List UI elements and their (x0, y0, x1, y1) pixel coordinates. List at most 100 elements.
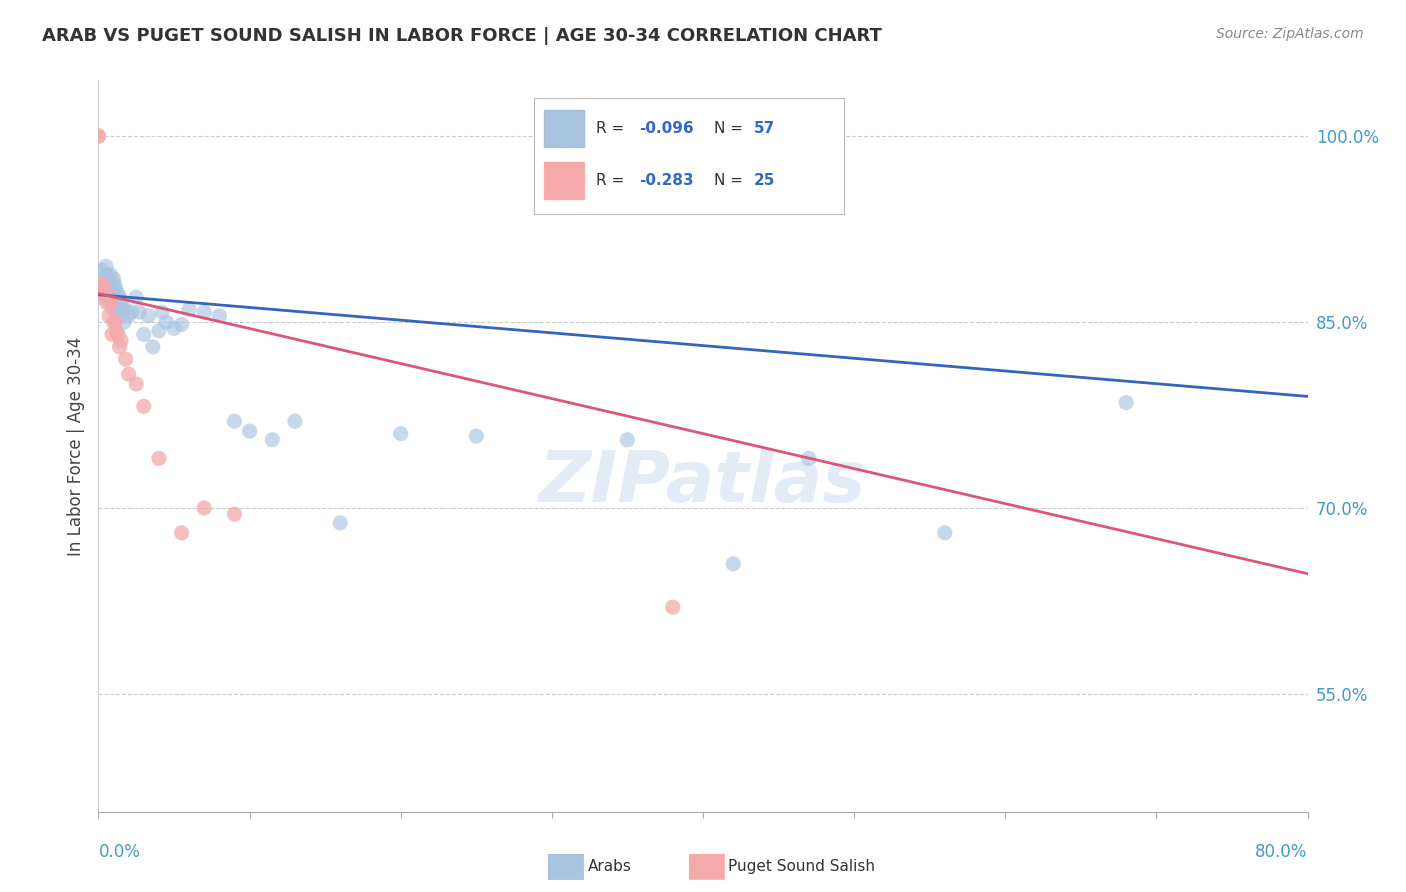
Text: 80.0%: 80.0% (1256, 843, 1308, 861)
Point (108, 340, 131, 354)
Point (98, 309, 121, 323)
Point (104, 315, 127, 329)
Point (110, 334, 132, 348)
Point (128, 305, 150, 319)
Point (121, 305, 143, 319)
Point (96, 290, 118, 304)
Point (112, 315, 135, 329)
Point (87, 129, 110, 144)
Point (93, 277, 115, 292)
Point (100, 296, 122, 310)
Point (105, 325, 128, 339)
Point (98, 284, 121, 298)
Point (104, 290, 127, 304)
Point (107, 327, 129, 342)
Text: ZIPatlas: ZIPatlas (540, 448, 866, 517)
Point (93, 290, 115, 304)
Point (934, 525, 956, 540)
Point (208, 309, 231, 323)
Point (150, 305, 173, 319)
Point (136, 309, 159, 323)
Point (170, 318, 193, 332)
Point (94, 259, 117, 273)
Point (329, 516, 352, 530)
Point (98, 274, 121, 288)
Point (96, 296, 118, 310)
Point (465, 429, 488, 443)
Point (107, 287, 129, 301)
Point (100, 268, 122, 282)
Point (89, 277, 111, 292)
Point (105, 284, 128, 298)
Text: Source: ZipAtlas.com: Source: ZipAtlas.com (1216, 27, 1364, 41)
Point (142, 340, 165, 354)
Point (797, 451, 820, 466)
Point (94, 284, 117, 298)
Text: R =: R = (596, 120, 630, 136)
Point (87, 290, 110, 304)
Point (132, 400, 155, 414)
Point (1115, 395, 1137, 409)
Text: R =: R = (596, 173, 630, 188)
Point (118, 309, 141, 323)
Point (224, 414, 246, 428)
Point (239, 424, 262, 438)
Point (94, 284, 117, 298)
Text: ARAB VS PUGET SOUND SALISH IN LABOR FORCE | AGE 30-34 CORRELATION CHART: ARAB VS PUGET SOUND SALISH IN LABOR FORC… (42, 27, 882, 45)
Point (125, 377, 148, 392)
Point (107, 309, 129, 323)
FancyBboxPatch shape (544, 162, 583, 199)
Point (90, 263, 112, 277)
Point (118, 367, 141, 381)
Point (100, 287, 122, 301)
Text: 57: 57 (754, 120, 775, 136)
Point (103, 280, 125, 294)
Text: N =: N = (714, 120, 748, 136)
Point (96, 268, 118, 282)
Point (224, 507, 246, 521)
Point (148, 324, 170, 338)
Text: -0.096: -0.096 (640, 120, 695, 136)
Text: 25: 25 (754, 173, 775, 188)
Point (661, 600, 683, 615)
Point (87, 284, 110, 298)
Text: -0.283: -0.283 (640, 173, 695, 188)
Point (103, 271, 125, 285)
Point (114, 302, 136, 317)
Point (193, 305, 215, 319)
Point (105, 302, 128, 317)
FancyBboxPatch shape (544, 110, 583, 147)
Text: Puget Sound Salish: Puget Sound Salish (728, 859, 876, 873)
Point (163, 321, 186, 335)
Point (111, 302, 134, 317)
Point (193, 500, 215, 515)
Point (87, 277, 110, 292)
Point (114, 352, 136, 367)
Point (132, 327, 155, 342)
Point (148, 451, 170, 466)
Point (91, 277, 114, 292)
Point (101, 277, 124, 292)
Point (101, 327, 124, 342)
Point (723, 557, 745, 571)
Point (104, 277, 127, 292)
Point (87, 129, 110, 144)
Point (103, 302, 125, 317)
Point (170, 525, 193, 540)
Text: N =: N = (714, 173, 748, 188)
Point (110, 296, 132, 310)
Point (284, 414, 307, 428)
Text: Arabs: Arabs (588, 859, 631, 873)
Y-axis label: In Labor Force | Age 30-34: In Labor Force | Age 30-34 (66, 336, 84, 556)
Point (125, 290, 148, 304)
Point (101, 296, 124, 310)
Point (616, 433, 638, 447)
Point (262, 433, 284, 447)
Point (155, 315, 177, 329)
Point (103, 315, 125, 329)
Point (108, 290, 131, 304)
Point (91, 271, 114, 285)
Point (179, 302, 201, 317)
Text: 0.0%: 0.0% (98, 843, 141, 861)
Point (389, 426, 412, 441)
